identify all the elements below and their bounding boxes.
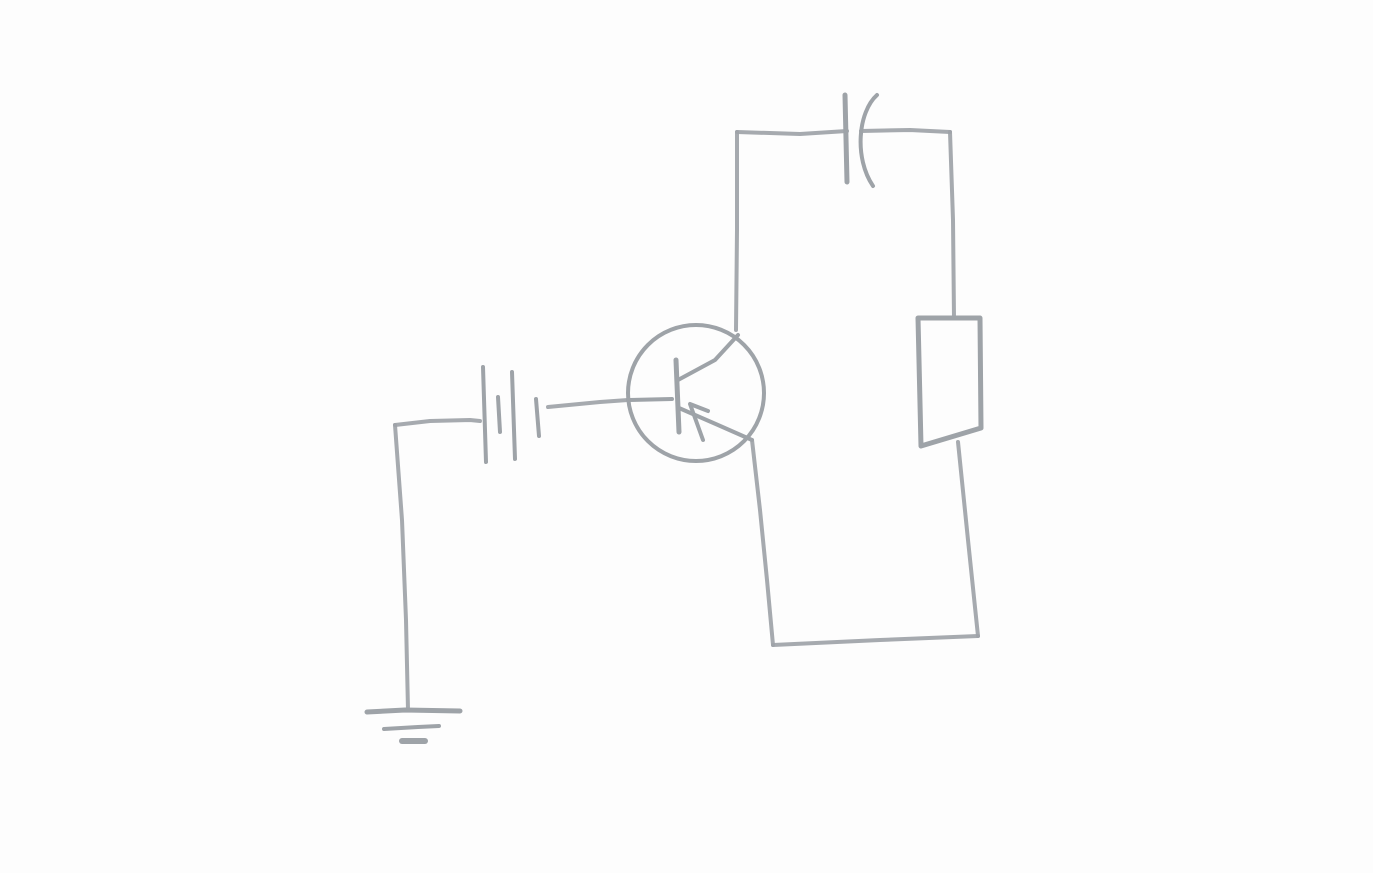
battery-plate-2 xyxy=(496,395,502,434)
transistor-body xyxy=(626,323,766,463)
wire-to-capacitor xyxy=(735,129,849,136)
wire-capacitor-right xyxy=(859,128,952,134)
right-wire-upper xyxy=(859,128,956,320)
battery-plate-4 xyxy=(534,397,541,438)
ground-line-2 xyxy=(382,724,441,731)
wire-resistor-down xyxy=(956,440,980,638)
emitter-arrow xyxy=(688,402,710,442)
right-wire-lower xyxy=(750,438,980,647)
wire-right-down xyxy=(948,130,956,320)
capacitor-plate-straight xyxy=(842,92,850,185)
resistor-symbol xyxy=(915,315,984,449)
transistor-base-lead xyxy=(626,397,674,402)
wire-battery-to-base xyxy=(546,398,630,409)
wire-ground-vertical xyxy=(393,423,410,712)
capacitor-symbol xyxy=(842,92,879,188)
ground-symbol xyxy=(364,707,463,744)
battery-plate-1 xyxy=(481,365,488,464)
resistor-body xyxy=(915,315,984,449)
wire-emitter-down xyxy=(750,438,775,647)
ground-wire xyxy=(393,418,482,712)
wire-to-battery xyxy=(393,418,482,427)
battery-symbol xyxy=(481,365,541,464)
ground-line-1 xyxy=(364,707,463,715)
wire-collector-up xyxy=(734,130,739,332)
transistor-collector xyxy=(676,333,740,382)
transistor-base-bar xyxy=(673,357,682,435)
wire-bottom xyxy=(771,634,980,647)
collector-wire xyxy=(734,129,849,332)
battery-plate-3 xyxy=(510,370,517,461)
capacitor-plate-curved xyxy=(858,93,879,188)
transistor-emitter xyxy=(677,406,754,442)
transistor-symbol xyxy=(626,323,766,463)
